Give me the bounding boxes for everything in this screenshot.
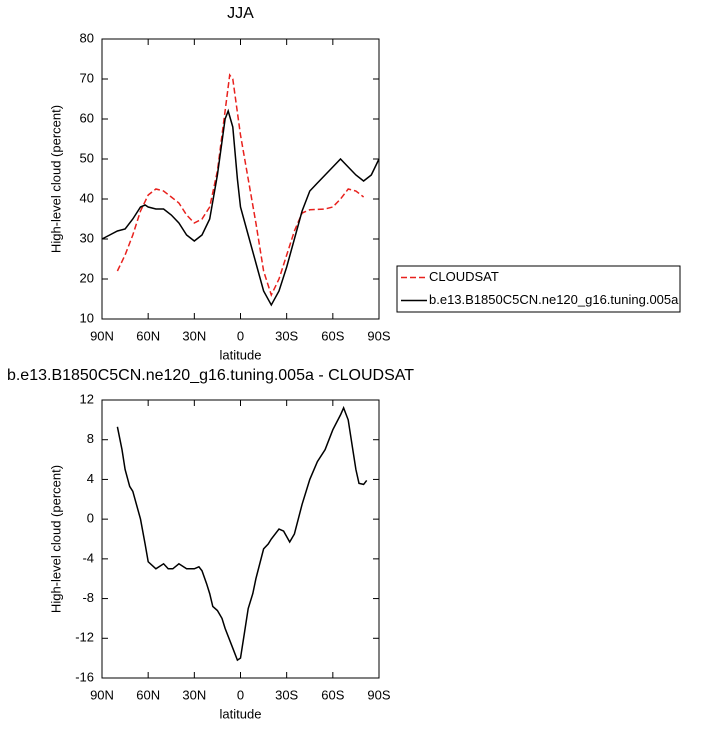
- y-tick-label: 30: [80, 230, 94, 245]
- y-tick-label: 70: [80, 70, 94, 85]
- y-tick-label: 80: [80, 30, 94, 45]
- y-tick-label: -4: [82, 550, 94, 565]
- y-tick-label: -12: [75, 630, 94, 645]
- chart-title: JJA: [227, 5, 254, 22]
- y-tick-label: 0: [87, 511, 94, 526]
- legend-label: b.e13.B1850C5CN.ne120_g16.tuning.005a: [429, 292, 679, 307]
- y-tick-label: 40: [80, 190, 94, 205]
- x-tick-label: 90S: [367, 328, 390, 343]
- y-tick-label: 12: [80, 391, 94, 406]
- x-tick-label: 30N: [182, 687, 206, 702]
- y-tick-label: 8: [87, 431, 94, 446]
- x-tick-label: 30S: [275, 328, 298, 343]
- y-tick-label: 50: [80, 150, 94, 165]
- y-tick-label: -8: [82, 590, 94, 605]
- chart-title: b.e13.B1850C5CN.ne120_g16.tuning.005a - …: [7, 367, 414, 384]
- legend-label: CLOUDSAT: [429, 269, 499, 284]
- x-tick-label: 30N: [182, 328, 206, 343]
- y-tick-label: 4: [87, 471, 94, 486]
- y-tick-label: 60: [80, 110, 94, 125]
- legend-box: [396, 265, 681, 313]
- x-axis-label: latitude: [220, 706, 262, 721]
- x-tick-label: 60S: [321, 328, 344, 343]
- y-axis-label: High-level cloud (percent): [48, 465, 63, 613]
- plot-frame: [101, 399, 380, 679]
- x-tick-label: 60N: [136, 687, 160, 702]
- series-line: [116, 405, 368, 662]
- y-tick-label: -16: [75, 669, 94, 684]
- x-tick-label: 0: [237, 687, 244, 702]
- x-tick-label: 90S: [367, 687, 390, 702]
- x-tick-label: 30S: [275, 687, 298, 702]
- x-axis-label: latitude: [220, 347, 262, 362]
- x-tick-label: 60S: [321, 687, 344, 702]
- y-tick-label: 20: [80, 270, 94, 285]
- y-axis-label: High-level cloud (percent): [48, 105, 63, 253]
- plot-frame: [101, 38, 380, 320]
- y-tick-label: 10: [80, 310, 94, 325]
- x-tick-label: 90N: [90, 328, 114, 343]
- x-tick-label: 60N: [136, 328, 160, 343]
- x-tick-label: 90N: [90, 687, 114, 702]
- series-line: [116, 73, 365, 298]
- x-tick-label: 0: [237, 328, 244, 343]
- series-line: [101, 108, 380, 307]
